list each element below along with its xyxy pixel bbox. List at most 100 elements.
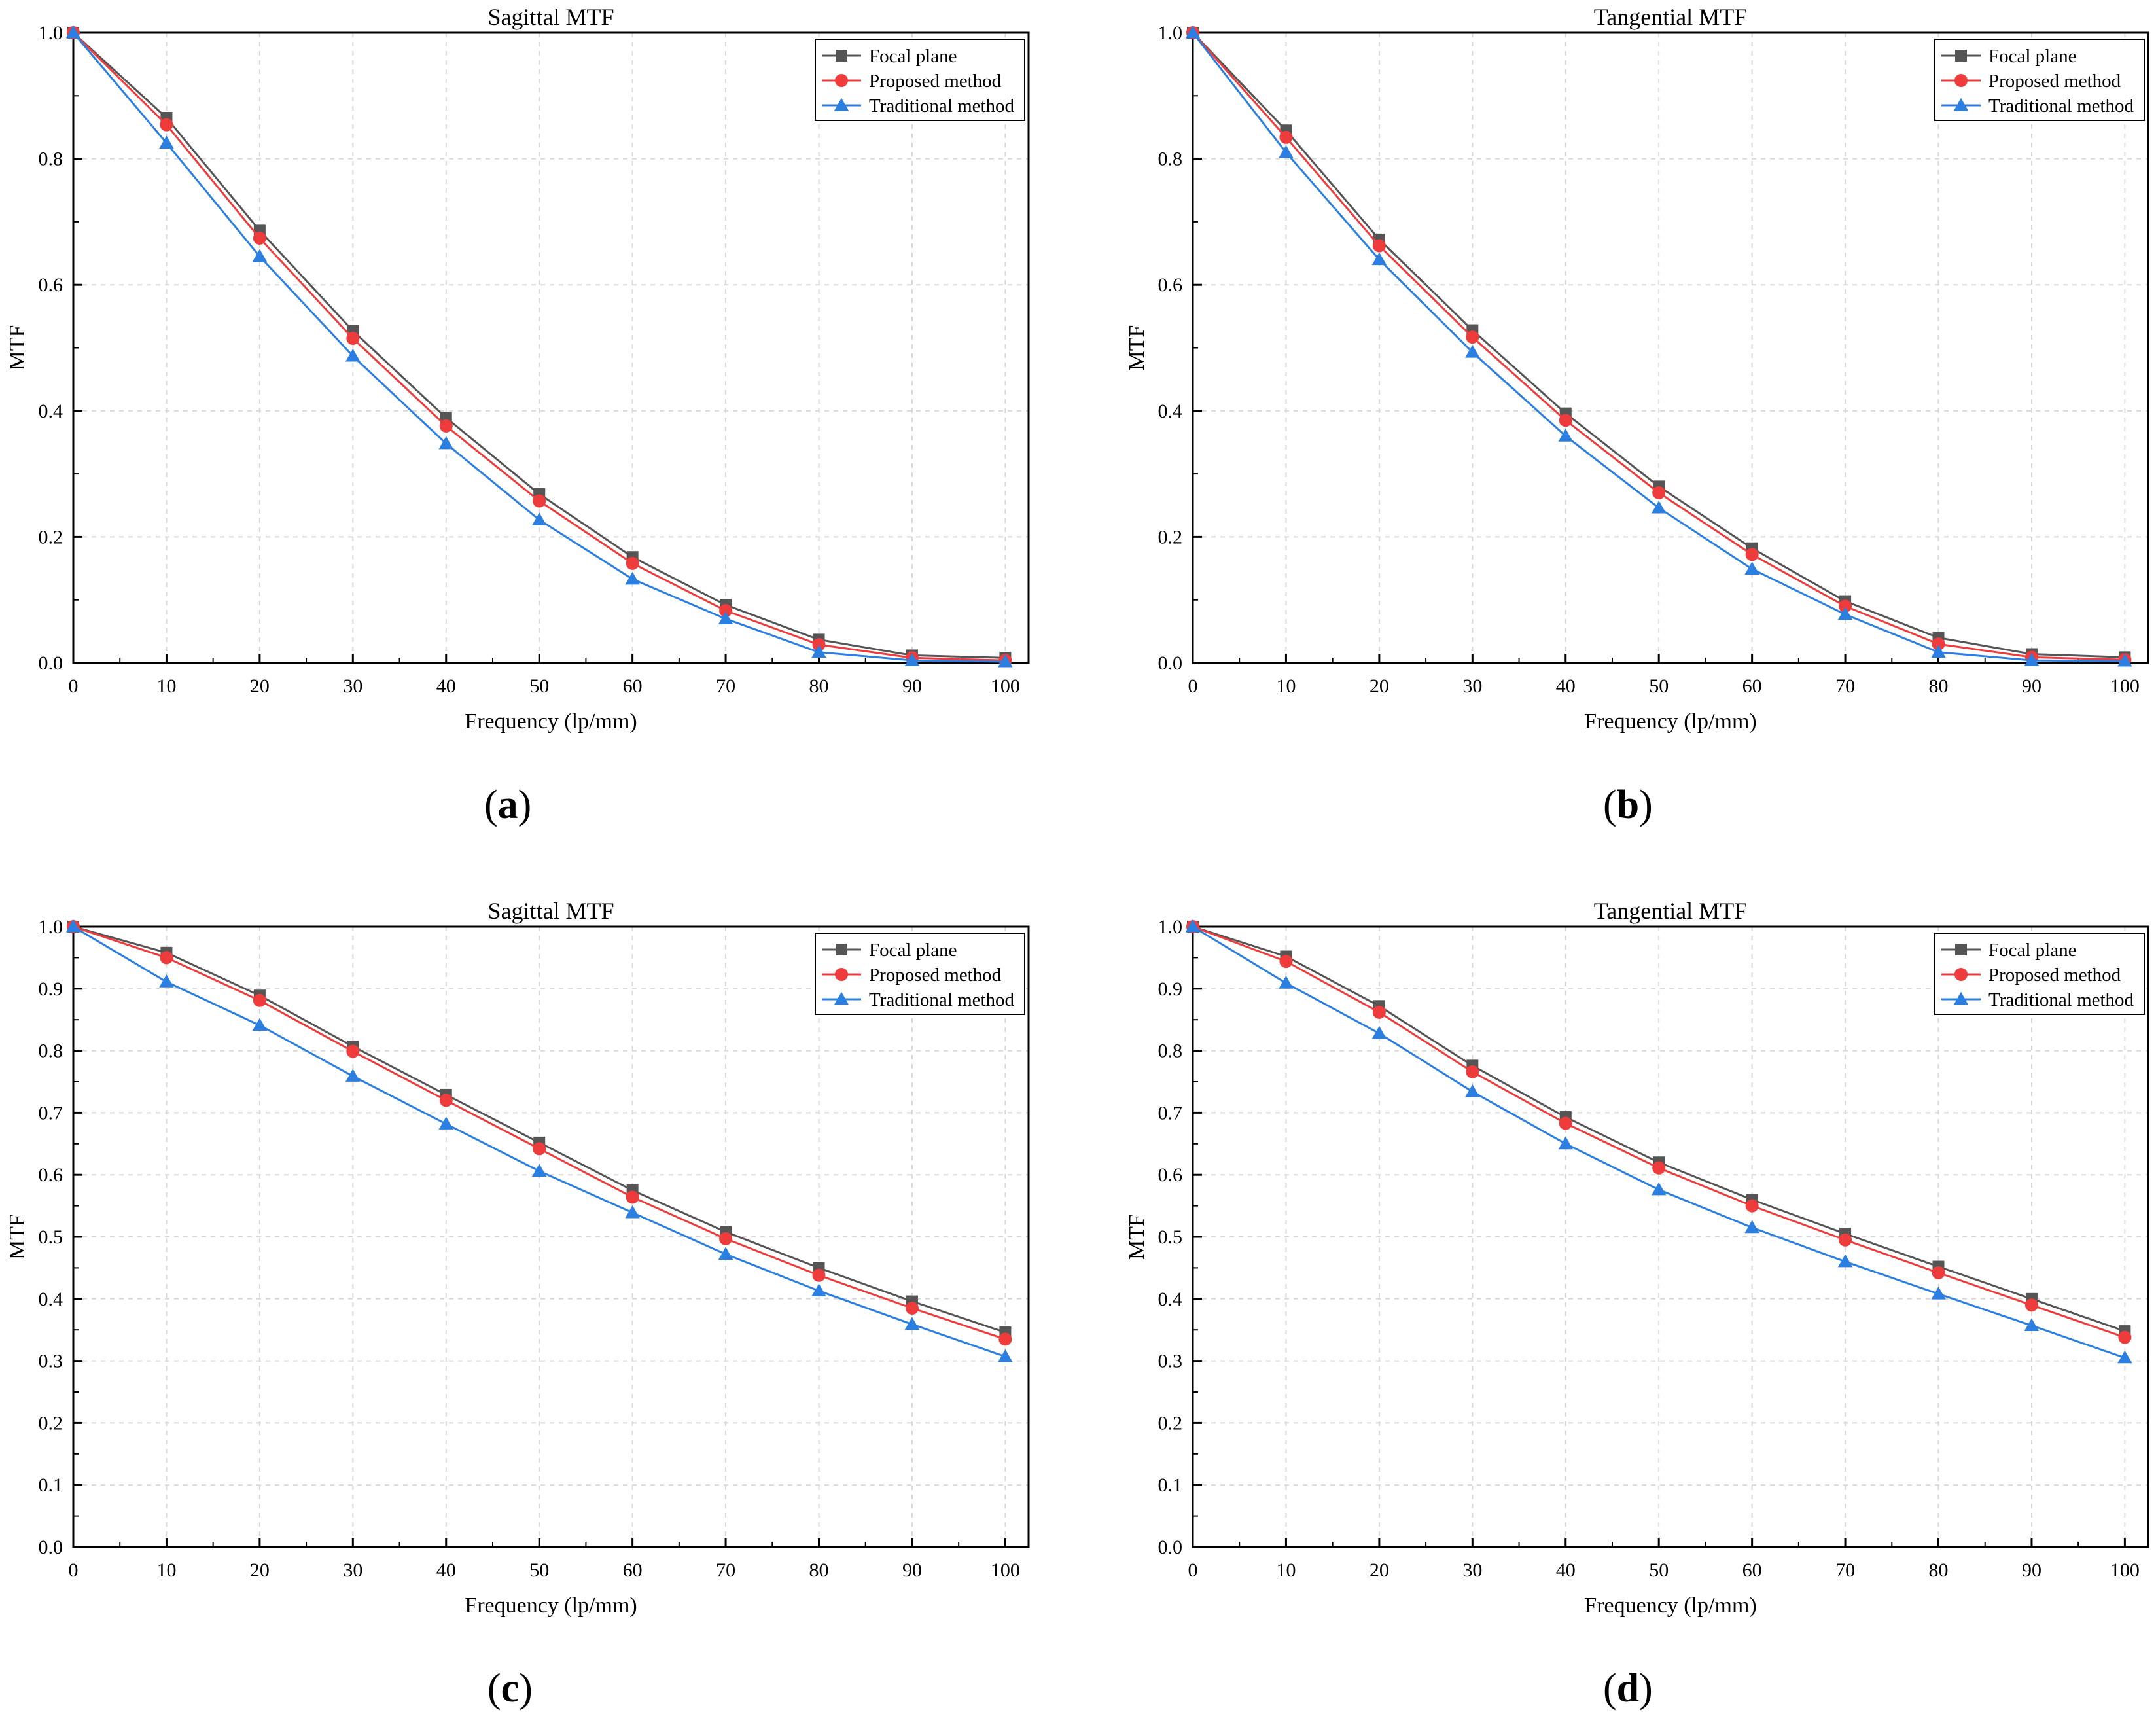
- y-tick-label-a-2: 0.4: [39, 401, 63, 422]
- x-tick-label-c-8: 80: [809, 1559, 829, 1581]
- plot-area-b: [1193, 33, 2148, 663]
- x-tick-label-b-7: 70: [1835, 675, 1855, 697]
- data-point-b-1-6: [1745, 548, 1759, 561]
- data-point-c-1-10: [998, 1332, 1012, 1346]
- data-point-d-2-0: [1185, 919, 1201, 933]
- data-point-a-1-4: [439, 419, 453, 433]
- data-point-c-2-8: [811, 1283, 826, 1296]
- data-point-d-1-8: [1932, 1266, 1945, 1279]
- y-tick-label-a-3: 0.6: [39, 274, 63, 296]
- data-point-b-2-9: [2024, 652, 2040, 666]
- x-tick-label-a-0: 0: [69, 675, 79, 697]
- data-point-a-2-7: [718, 611, 733, 625]
- legend-marker-d-1: [1954, 968, 1968, 981]
- y-tick-label-a-5: 1.0: [39, 22, 63, 44]
- y-tick-label-d-2: 0.2: [1158, 1412, 1183, 1434]
- data-point-c-1-8: [812, 1268, 826, 1282]
- data-point-d-1-9: [2024, 1298, 2038, 1312]
- data-point-b-1-7: [1839, 599, 1852, 613]
- y-axis-label-a: MTF: [5, 325, 29, 371]
- data-point-c-2-2: [252, 1018, 268, 1031]
- x-tick-label-d-5: 50: [1649, 1559, 1669, 1581]
- legend-marker-c-1: [835, 968, 848, 981]
- data-point-c-2-0: [65, 919, 81, 933]
- y-tick-label-d-9: 0.9: [1158, 978, 1183, 1000]
- panel-label-a: a: [497, 783, 518, 827]
- y-tick-label-d-8: 0.8: [1158, 1041, 1183, 1062]
- legend-marker-a-1: [835, 74, 848, 87]
- x-tick-label-c-0: 0: [69, 1559, 79, 1581]
- data-point-d-2-4: [1558, 1136, 1574, 1150]
- plot-area-a: [73, 33, 1029, 663]
- data-point-a-1-8: [812, 638, 826, 652]
- data-point-c-2-5: [531, 1164, 547, 1177]
- x-tick-label-c-3: 30: [343, 1559, 362, 1581]
- y-tick-label-c-6: 0.6: [39, 1164, 63, 1186]
- y-tick-label-d-5: 0.5: [1158, 1226, 1183, 1248]
- data-point-d-1-1: [1279, 955, 1293, 969]
- x-tick-label-c-2: 20: [250, 1559, 270, 1581]
- legend-marker-c-2: [834, 991, 849, 1005]
- x-tick-label-b-1: 10: [1276, 675, 1296, 697]
- x-tick-label-c-7: 70: [716, 1559, 735, 1581]
- x-tick-label-d-9: 90: [2022, 1559, 2041, 1581]
- data-point-a-2-10: [998, 654, 1013, 668]
- legend-label-c-1: Proposed method: [869, 965, 1002, 986]
- y-tick-label-d-4: 0.4: [1158, 1289, 1183, 1310]
- data-point-a-2-0: [65, 25, 81, 39]
- data-point-b-2-10: [2117, 653, 2132, 667]
- legend-marker-b-1: [1954, 74, 1968, 87]
- legend-marker-b-2: [1953, 98, 1969, 111]
- y-axis-label-d: MTF: [1125, 1214, 1149, 1260]
- data-point-d-2-5: [1651, 1182, 1667, 1196]
- data-point-c-1-5: [533, 1142, 546, 1156]
- legend-marker-b-0: [1955, 50, 1967, 62]
- panel-caption-b: (b): [1603, 783, 1653, 827]
- data-point-b-2-0: [1185, 25, 1201, 39]
- x-tick-label-d-4: 40: [1556, 1559, 1576, 1581]
- panel-label-b: b: [1616, 783, 1640, 827]
- chart-title-c: Sagittal MTF: [487, 898, 614, 924]
- x-tick-label-b-10: 100: [2110, 675, 2140, 697]
- y-tick-label-b-5: 1.0: [1158, 22, 1183, 44]
- x-tick-label-a-3: 30: [343, 675, 362, 697]
- data-point-a-2-6: [625, 571, 640, 585]
- gridlines-b: [1193, 33, 2148, 663]
- data-point-a-1-3: [346, 332, 360, 346]
- x-tick-label-d-8: 80: [1929, 1559, 1949, 1581]
- data-point-d-2-3: [1465, 1084, 1480, 1097]
- y-tick-label-a-0: 0.0: [39, 652, 63, 674]
- data-point-d-1-4: [1559, 1116, 1572, 1130]
- y-tick-label-c-2: 0.2: [39, 1412, 63, 1434]
- legend-marker-d-0: [1955, 944, 1967, 955]
- y-tick-label-c-9: 0.9: [39, 978, 63, 1000]
- x-axis-label-d: Frequency (lp/mm): [1584, 1593, 1756, 1618]
- data-point-b-1-5: [1652, 486, 1666, 499]
- y-tick-label-c-8: 0.8: [39, 1041, 63, 1062]
- y-tick-label-d-0: 0.0: [1158, 1537, 1183, 1558]
- data-point-c-1-1: [160, 951, 173, 965]
- panel-caption-d: (d): [1603, 1666, 1653, 1711]
- x-tick-label-a-4: 40: [436, 675, 456, 697]
- legend-marker-c-0: [836, 944, 847, 955]
- data-point-a-2-5: [531, 512, 547, 525]
- y-axis-a: 0.0 0.2 0.4 0.6 0.8 1.0: [39, 22, 82, 674]
- x-tick-label-b-0: 0: [1188, 675, 1198, 697]
- panel-label-c: c: [501, 1666, 520, 1711]
- legend-marker-d-2: [1953, 991, 1969, 1005]
- legend-label-b-1: Proposed method: [1988, 71, 2121, 92]
- y-tick-label-c-1: 0.1: [39, 1474, 63, 1496]
- x-tick-label-b-2: 20: [1370, 675, 1389, 697]
- x-tick-label-a-8: 80: [809, 675, 829, 697]
- data-point-a-1-2: [253, 231, 266, 245]
- data-point-c-1-6: [626, 1190, 639, 1204]
- x-tick-label-d-10: 100: [2110, 1559, 2140, 1581]
- data-point-b-2-8: [1931, 645, 1946, 658]
- x-tick-label-c-5: 50: [529, 1559, 549, 1581]
- y-tick-label-d-1: 0.1: [1158, 1474, 1183, 1496]
- legend-d: Focal plane Proposed method Traditional me…: [1934, 933, 2145, 1015]
- x-tick-label-c-6: 60: [623, 1559, 643, 1581]
- chart-c: 0 10 20 30 40 50 60 70 80 90 100 0.0 0.1 0.2 0.3 0.4 0.5…: [5, 898, 1030, 1618]
- data-point-c-2-7: [718, 1247, 733, 1260]
- chart-title-d: Tangential MTF: [1594, 898, 1747, 924]
